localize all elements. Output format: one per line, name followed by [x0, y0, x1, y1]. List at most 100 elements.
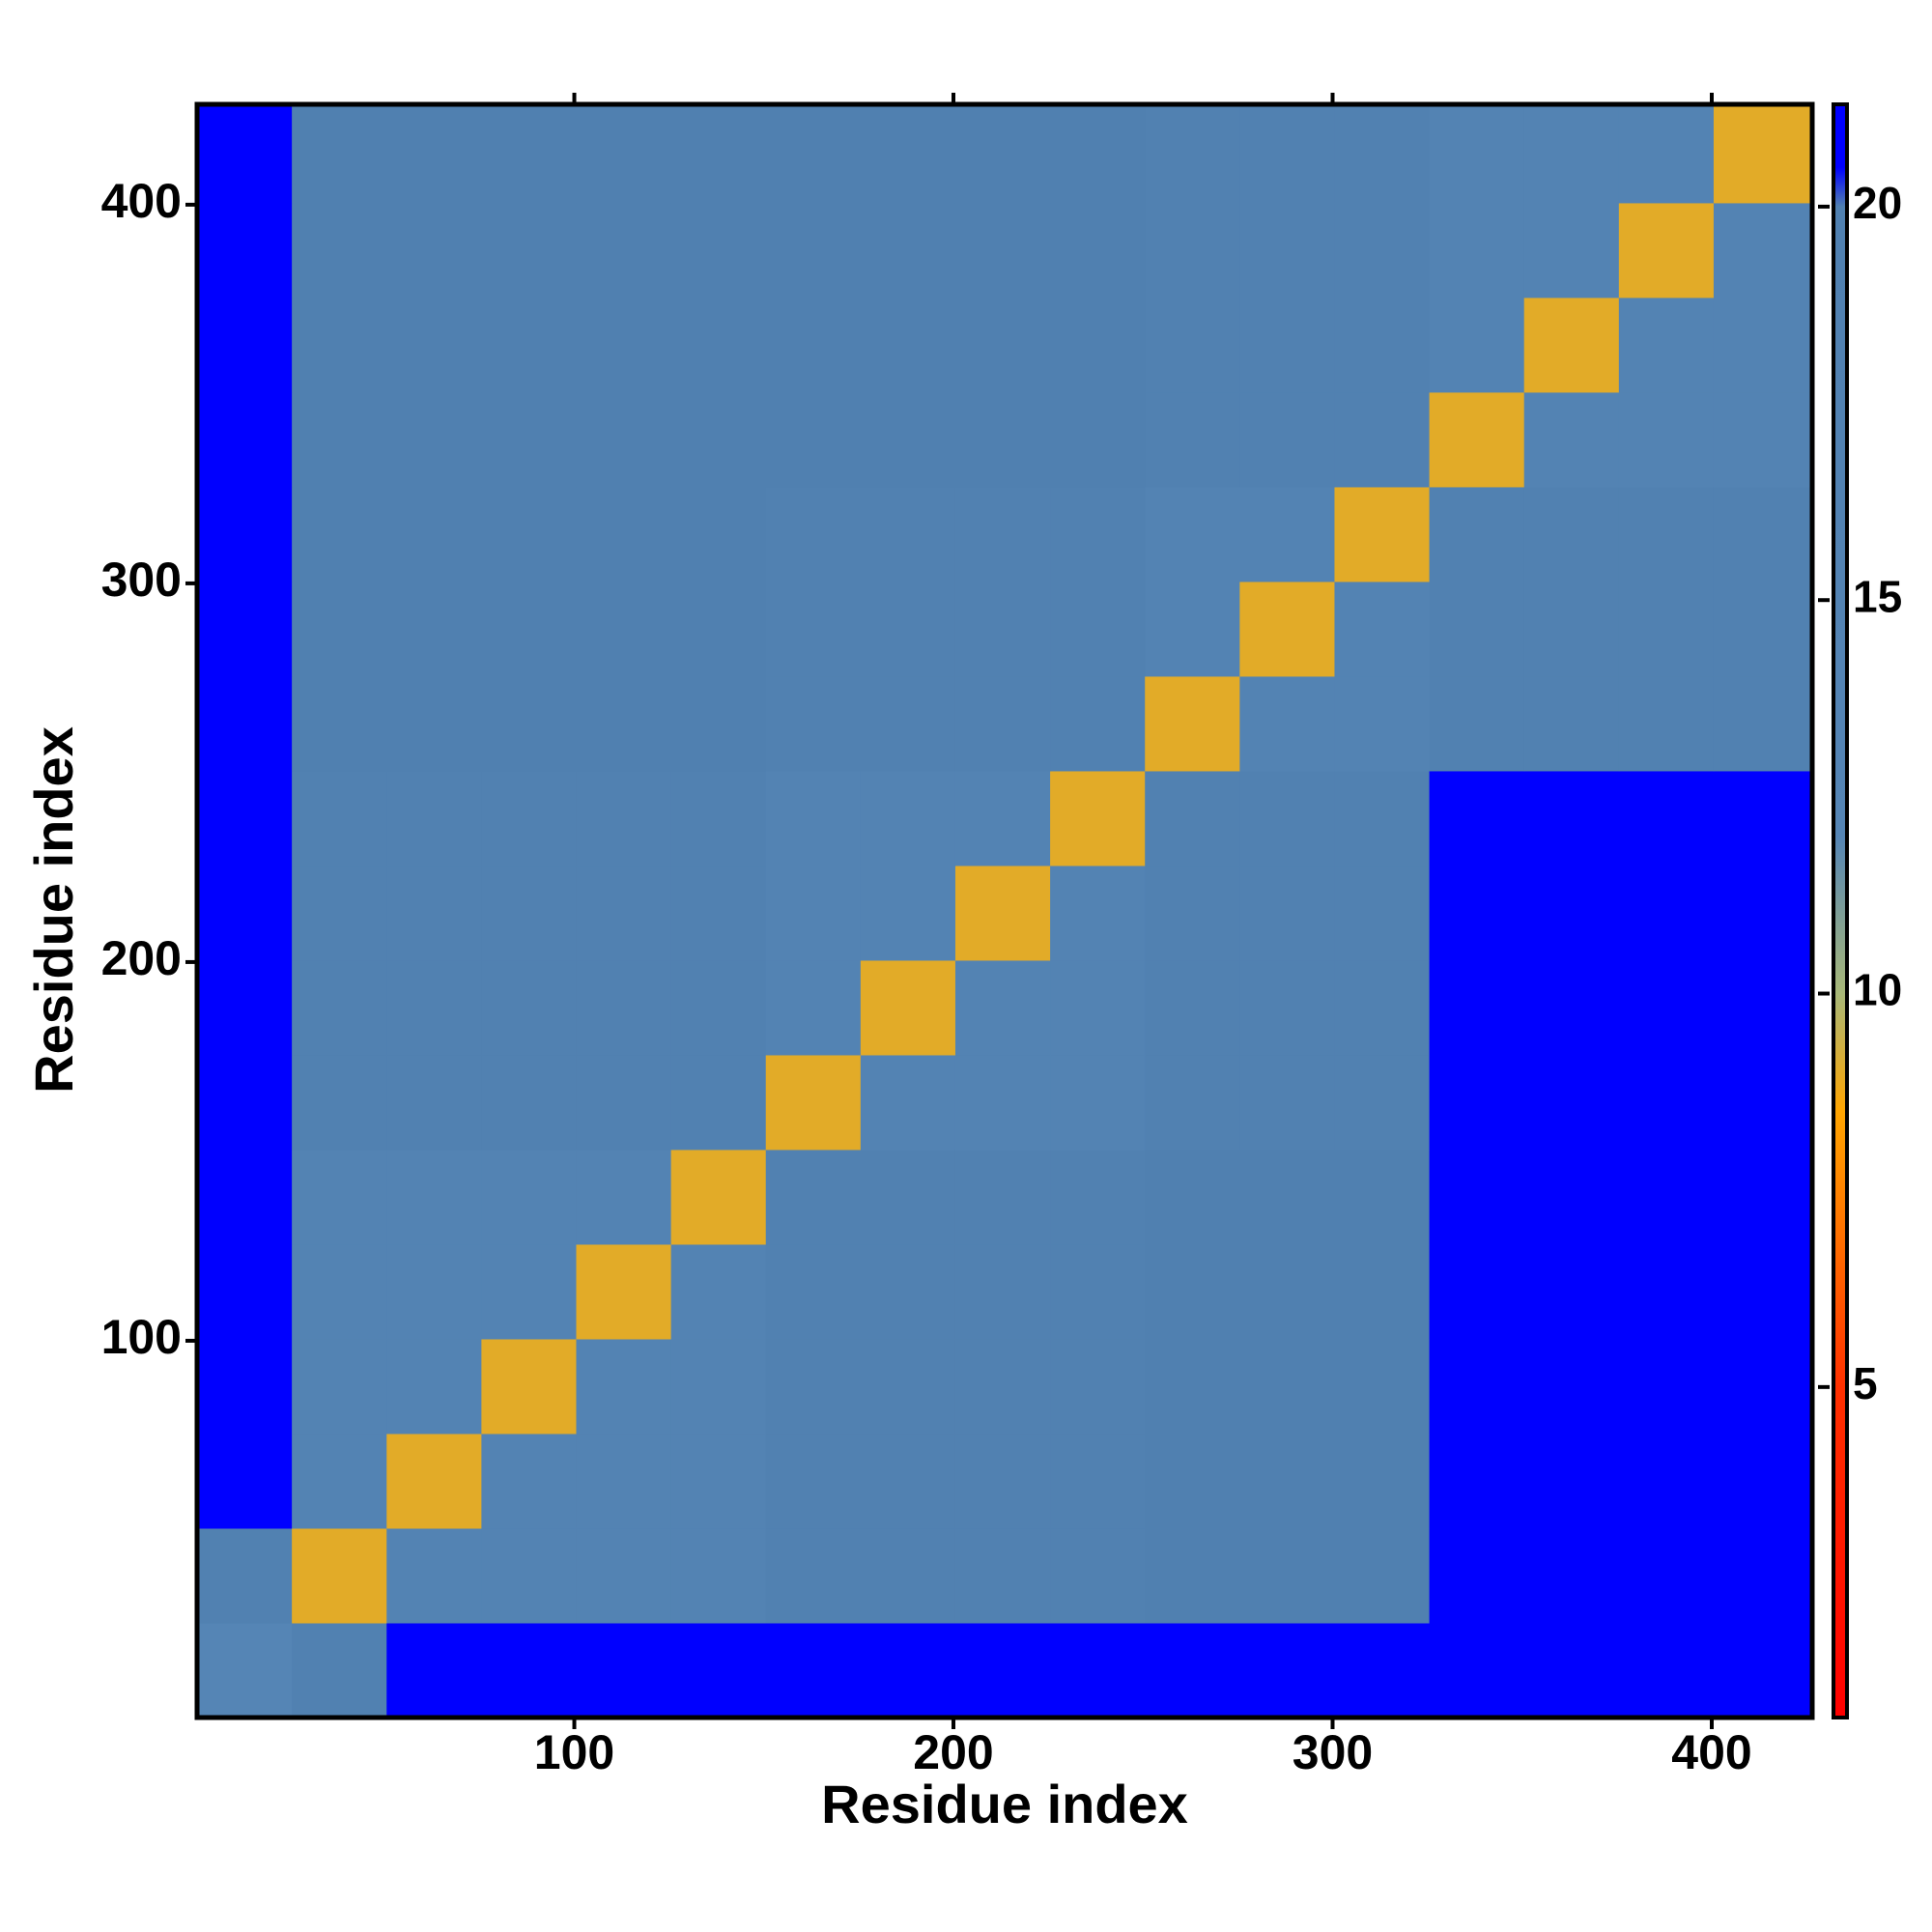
heatmap-cell — [1334, 486, 1431, 582]
heatmap-cell — [576, 1433, 672, 1529]
heatmap-cell — [860, 1243, 956, 1340]
heatmap-cell — [386, 202, 482, 298]
heatmap-cell — [481, 104, 577, 204]
heatmap-cell — [292, 770, 387, 867]
heatmap-cell — [576, 865, 672, 961]
heatmap-cell — [954, 1338, 1051, 1435]
heatmap-cell — [481, 1243, 577, 1340]
heatmap-cell — [386, 486, 482, 582]
heatmap-cell — [1239, 1338, 1335, 1435]
heatmap-cell — [1334, 959, 1431, 1056]
heatmap-cell — [1429, 770, 1525, 867]
heatmap-cell — [1618, 675, 1715, 772]
heatmap-cell — [765, 1527, 862, 1624]
heatmap-cell — [1239, 959, 1335, 1056]
heatmap-cell — [576, 1149, 672, 1245]
heatmap-cell — [197, 391, 293, 488]
heatmap-cell — [670, 581, 767, 677]
colorbar — [1832, 102, 1849, 1719]
heatmap-cell — [1523, 391, 1620, 488]
heatmap-cell — [1618, 297, 1715, 393]
heatmap-cell — [860, 1149, 956, 1245]
heatmap-cell — [1050, 297, 1146, 393]
heatmap-cell — [1145, 865, 1240, 961]
heatmap-cell — [481, 1338, 577, 1435]
heatmap-cell — [670, 1527, 767, 1624]
heatmap-cell — [1050, 865, 1146, 961]
heatmap-cell — [1523, 104, 1620, 204]
heatmap-cell — [860, 865, 956, 961]
heatmap-cell — [1145, 581, 1240, 677]
heatmap-cell — [860, 202, 956, 298]
heatmap-cell — [481, 1054, 577, 1151]
heatmap-cell — [386, 1433, 482, 1529]
heatmap-cell — [1523, 1243, 1620, 1340]
y-tick-label: 300 — [101, 553, 182, 607]
x-tick-label: 300 — [1293, 1725, 1373, 1779]
heatmap-cell — [765, 202, 862, 298]
heatmap-cell — [860, 1338, 956, 1435]
heatmap-cell — [1050, 1054, 1146, 1151]
heatmap-cell — [670, 1243, 767, 1340]
heatmap-cell — [1334, 297, 1431, 393]
heatmap-cell — [1429, 1527, 1525, 1624]
heatmap-cell — [1334, 1338, 1431, 1435]
heatmap-cell — [954, 1622, 1051, 1718]
heatmap-cell — [860, 1433, 956, 1529]
heatmap-cell — [481, 1433, 577, 1529]
heatmap-cell — [670, 1149, 767, 1245]
heatmap-cell — [1523, 675, 1620, 772]
heatmap-cell — [1713, 1433, 1812, 1529]
heatmap-cell — [1618, 391, 1715, 488]
heatmap-cell — [1145, 486, 1240, 582]
heatmap-cell — [1145, 1338, 1240, 1435]
heatmap-cell — [1713, 1527, 1812, 1624]
heatmap-cell — [386, 959, 482, 1056]
heatmap-cell — [1239, 1527, 1335, 1624]
heatmap-cell — [386, 865, 482, 961]
heatmap-cell — [765, 1622, 862, 1718]
colorbar-tick-label: 5 — [1853, 1358, 1878, 1408]
heatmap-cell — [292, 865, 387, 961]
heatmap-cell — [860, 959, 956, 1056]
heatmap-cell — [670, 202, 767, 298]
heatmap-cell — [197, 959, 293, 1056]
heatmap-cell — [954, 581, 1051, 677]
heatmap-cell — [1050, 391, 1146, 488]
plot-frame — [194, 101, 1815, 1720]
heatmap-cell — [765, 297, 862, 393]
heatmap-cell — [1239, 1149, 1335, 1245]
heatmap-cell — [1050, 1149, 1146, 1245]
heatmap-cell — [1050, 104, 1146, 204]
heatmap-cell — [860, 581, 956, 677]
heatmap-cell — [1523, 1338, 1620, 1435]
heatmap-cell — [197, 486, 293, 582]
heatmap-cell — [1429, 1149, 1525, 1245]
heatmap-cell — [1429, 1054, 1525, 1151]
x-tick-label: 400 — [1671, 1725, 1751, 1779]
x-tick-label: 200 — [913, 1725, 993, 1779]
heatmap-cell — [1429, 297, 1525, 393]
heatmap-cell — [1050, 486, 1146, 582]
heatmap — [197, 104, 1812, 1718]
heatmap-cell — [860, 675, 956, 772]
colorbar-tick-label: 10 — [1853, 965, 1902, 1015]
heatmap-cell — [1618, 1149, 1715, 1245]
heatmap-cell — [292, 1149, 387, 1245]
heatmap-cell — [1523, 486, 1620, 582]
heatmap-cell — [1145, 391, 1240, 488]
heatmap-cell — [860, 297, 956, 393]
heatmap-cell — [386, 391, 482, 488]
heatmap-cell — [1618, 1622, 1715, 1718]
heatmap-cell — [1050, 1527, 1146, 1624]
heatmap-cell — [481, 1622, 577, 1718]
heatmap-cell — [1239, 1243, 1335, 1340]
heatmap-cell — [292, 1622, 387, 1718]
heatmap-cell — [292, 391, 387, 488]
heatmap-cell — [1523, 1622, 1620, 1718]
heatmap-cell — [386, 297, 482, 393]
heatmap-cell — [670, 959, 767, 1056]
heatmap-cell — [386, 1338, 482, 1435]
heatmap-cell — [481, 959, 577, 1056]
